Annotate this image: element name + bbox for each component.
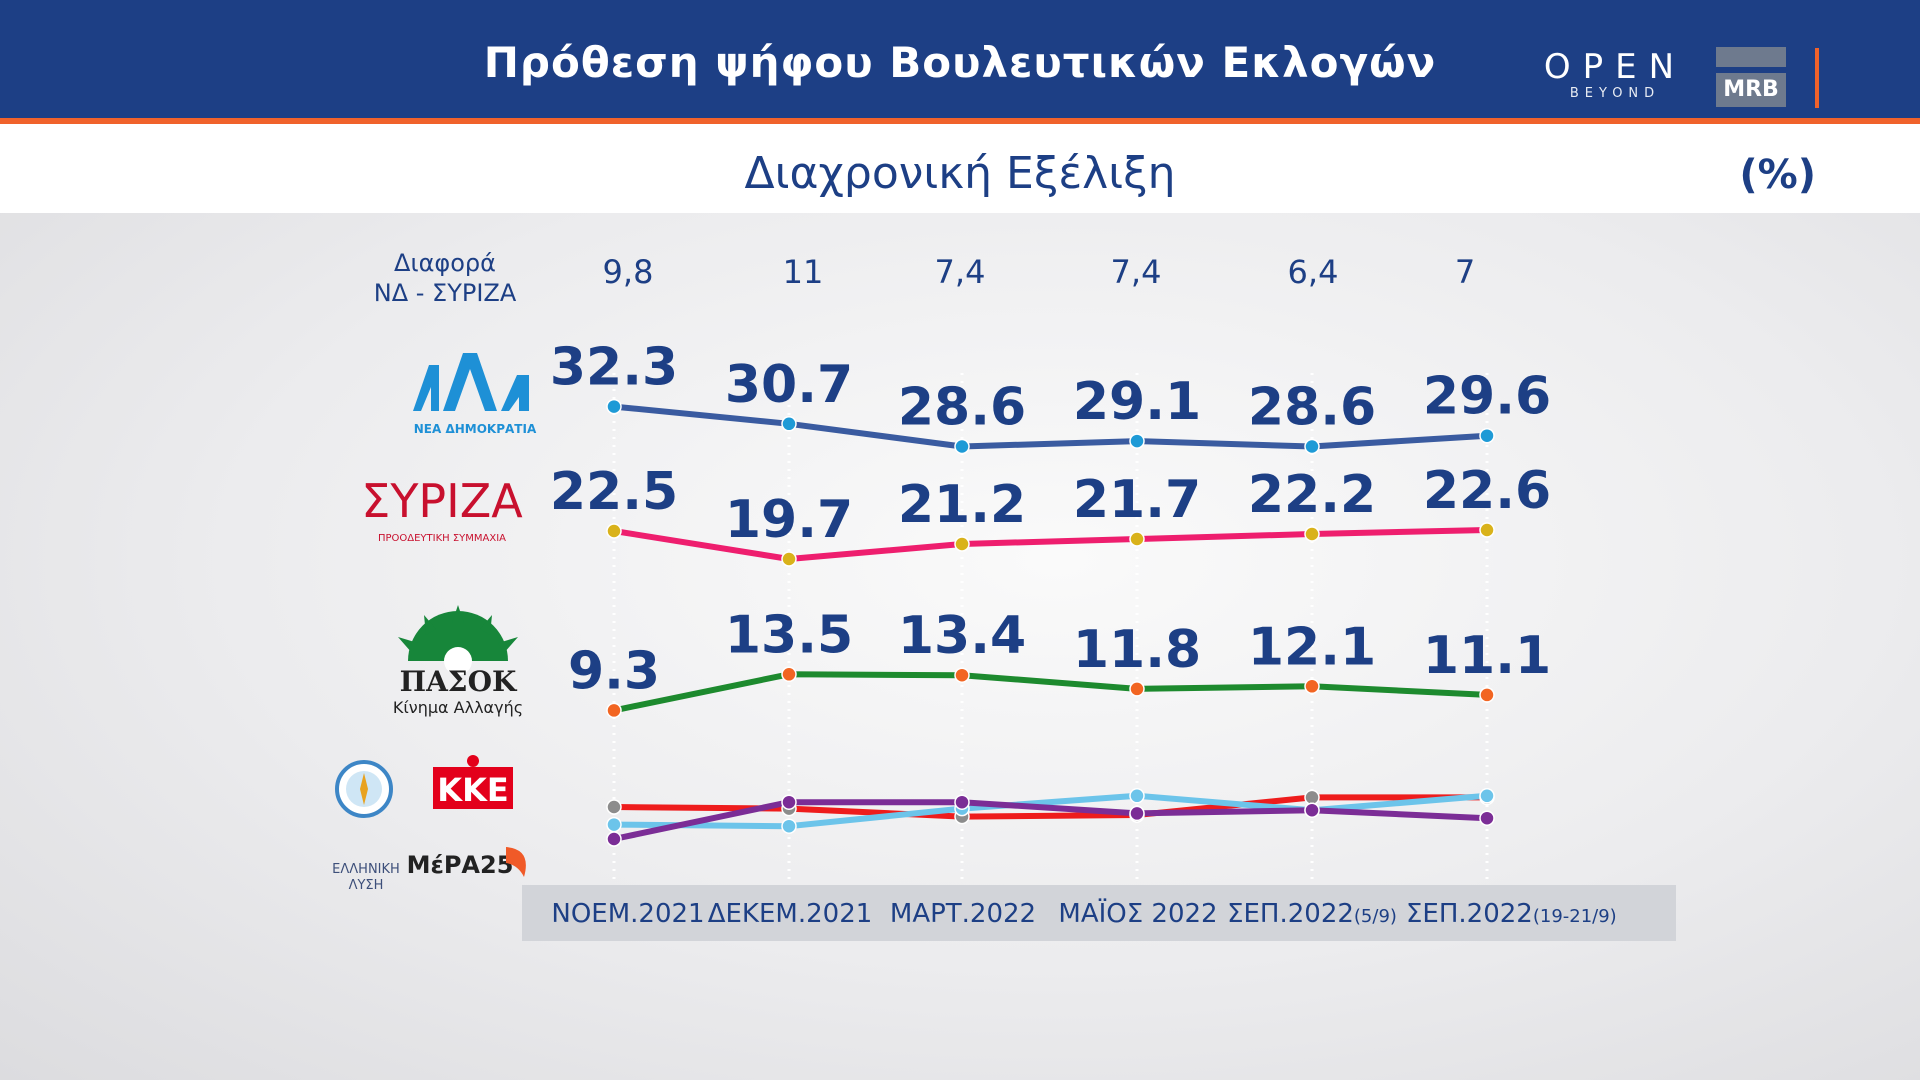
chart-subtitle: Διαχρονική Εξέλιξη — [744, 148, 1176, 199]
data-label-syriza: 22.5 — [550, 462, 678, 522]
data-point-pasok — [1129, 681, 1145, 697]
data-label-nd: 28.6 — [1248, 378, 1376, 438]
series-line-nd — [613, 403, 1488, 450]
data-point-nd — [1304, 438, 1320, 455]
mera25-logo-text: ΜέΡΑ25 — [407, 851, 514, 879]
x-tick-label: ΣΕΠ.2022(5/9) — [1227, 899, 1397, 929]
kke-logo: ΚΚΕ — [433, 755, 513, 809]
data-point-nd — [1129, 433, 1145, 449]
data-point-nd — [781, 416, 797, 432]
data-label-syriza: 19.7 — [725, 490, 853, 550]
pasok-logo-text: ΠΑΣΟΚ — [400, 665, 518, 698]
chart-area: Διαφορά ΝΔ - ΣΥΡΙΖΑ 9,8 11 7,4 7,4 6,4 7… — [0, 213, 1920, 1080]
series-line-syriza — [613, 527, 1488, 562]
elliniki-lysi-logo: ΕΛΛΗΝΙΚΗ ΛΥΣΗ — [332, 760, 400, 893]
syriza-logo-text: ΣΥΡΙΖΑ — [361, 474, 523, 528]
syriza-logo: ΣΥΡΙΖΑ ΠΡΟΟΔΕΥΤΙΚΗ ΣΥΜΜΑΧΙΑ — [361, 474, 523, 544]
data-label-nd: 28.6 — [898, 378, 1026, 438]
data-label-syriza: 22.6 — [1423, 461, 1551, 521]
nd-logo-text: ΝΕΑ ΔΗΜΟΚΡΑΤΙΑ — [414, 422, 537, 436]
open-channel-logo: OPEN BEYOND — [1540, 48, 1690, 101]
mrb-logo: MRB — [1716, 47, 1786, 107]
data-point-mera25 — [1129, 805, 1145, 822]
data-point-pasok — [1479, 687, 1495, 703]
data-point-syriza — [954, 536, 970, 552]
line-chart: 32.3 30.7 28.6 29.1 28.6 29.6 22.5 19.7 21.2 21.7… — [550, 338, 1551, 885]
data-point-nd — [1479, 427, 1495, 444]
x-tick-label: ΝΟΕΜ.2021 — [551, 899, 705, 929]
difference-label-line1: Διαφορά — [394, 249, 496, 277]
data-point-nd — [954, 438, 970, 455]
data-point-syriza — [781, 551, 797, 567]
data-point-syriza — [606, 523, 622, 539]
syriza-logo-subtext: ΠΡΟΟΔΕΥΤΙΚΗ ΣΥΜΜΑΧΙΑ — [378, 533, 506, 544]
data-point-nd — [606, 398, 622, 415]
mrb-logo-text: MRB — [1716, 73, 1786, 107]
data-label-nd: 29.6 — [1423, 367, 1551, 427]
open-logo-sub: BEYOND — [1569, 86, 1661, 101]
data-point-mera25 — [781, 794, 797, 810]
x-tick-label: ΣΕΠ.2022(19-21/9) — [1406, 899, 1617, 929]
data-point-elliniki_lysi — [781, 818, 797, 834]
series-line-mera25 — [613, 799, 1488, 842]
data-point-elliniki_lysi — [1479, 788, 1495, 804]
data-label-syriza: 22.2 — [1248, 465, 1376, 525]
data-point-pasok — [606, 702, 622, 719]
data-point-pasok — [781, 666, 797, 683]
difference-value: 11 — [782, 253, 824, 291]
data-label-nd: 30.7 — [725, 355, 853, 415]
header-divider — [1815, 48, 1819, 108]
data-label-nd: 29.1 — [1073, 372, 1201, 432]
difference-value: 7,4 — [934, 253, 986, 291]
kke-logo-text: ΚΚΕ — [437, 771, 508, 809]
mera25-logo: ΜέΡΑ25 — [407, 847, 526, 879]
elliniki-lysi-text-2: ΛΥΣΗ — [349, 878, 384, 893]
header-bar: Πρόθεση ψήφου Βουλευτικών Εκλογών OPEN B… — [0, 0, 1920, 124]
x-axis-band — [522, 885, 1676, 941]
data-label-syriza: 21.2 — [898, 475, 1026, 535]
data-point-elliniki_lysi — [606, 816, 622, 833]
page-title: Πρόθεση ψήφου Βουλευτικών Εκλογών — [483, 38, 1437, 87]
difference-label: Διαφορά ΝΔ - ΣΥΡΙΖΑ — [330, 248, 560, 308]
mrb-logo-bar — [1716, 47, 1786, 67]
data-label-pasok: 9.3 — [568, 641, 660, 701]
difference-value: 6,4 — [1287, 253, 1339, 291]
data-point-mera25 — [954, 794, 970, 810]
nd-logo: ΝΕΑ ΔΗΜΟΚΡΑΤΙΑ — [413, 353, 537, 436]
data-label-pasok: 13.4 — [898, 606, 1026, 666]
data-point-elliniki_lysi — [1129, 788, 1145, 804]
data-point-mera25 — [1304, 802, 1320, 818]
minor-parties-logos: ΕΛΛΗΝΙΚΗ ΛΥΣΗ ΚΚΕ ΜέΡΑ25 — [332, 755, 526, 893]
elliniki-lysi-text-1: ΕΛΛΗΝΙΚΗ — [332, 862, 400, 877]
data-label-pasok: 11.8 — [1073, 620, 1201, 680]
difference-value: 7 — [1454, 253, 1476, 291]
data-point-kke — [1304, 789, 1320, 806]
data-point-syriza — [1304, 526, 1320, 542]
data-label-pasok: 13.5 — [725, 605, 853, 665]
data-point-pasok — [954, 667, 970, 683]
x-tick-label: ΔΕΚΕΜ.2021 — [707, 899, 873, 929]
data-label-pasok: 11.1 — [1423, 626, 1551, 686]
x-tick-label: ΜΑΡΤ.2022 — [889, 899, 1037, 929]
data-label-syriza: 21.7 — [1073, 470, 1201, 530]
open-logo-word: OPEN — [1543, 47, 1687, 87]
data-point-syriza — [1129, 531, 1145, 547]
difference-value: 7,4 — [1110, 253, 1162, 291]
difference-label-line2: ΝΔ - ΣΥΡΙΖΑ — [373, 279, 517, 307]
data-label-nd: 32.3 — [550, 338, 678, 398]
data-point-mera25 — [606, 831, 622, 847]
series-line-pasok — [613, 671, 1488, 714]
pasok-logo-subtext: Κίνημα Αλλαγής — [393, 698, 523, 717]
series-line-elliniki_lysi — [613, 792, 1488, 830]
x-tick-label: ΜΑΪΟΣ 2022 — [1058, 899, 1218, 929]
data-label-pasok: 12.1 — [1248, 617, 1376, 677]
difference-value: 9,8 — [602, 253, 654, 291]
pasok-logo: ΠΑΣΟΚ Κίνημα Αλλαγής — [393, 605, 523, 717]
unit-label: (%) — [1739, 152, 1816, 198]
data-point-mera25 — [1479, 810, 1495, 826]
data-point-kke — [606, 799, 622, 815]
subheader-bar: Διαχρονική Εξέλιξη (%) — [0, 124, 1920, 213]
data-point-pasok — [1304, 678, 1320, 695]
data-point-syriza — [1479, 522, 1495, 538]
